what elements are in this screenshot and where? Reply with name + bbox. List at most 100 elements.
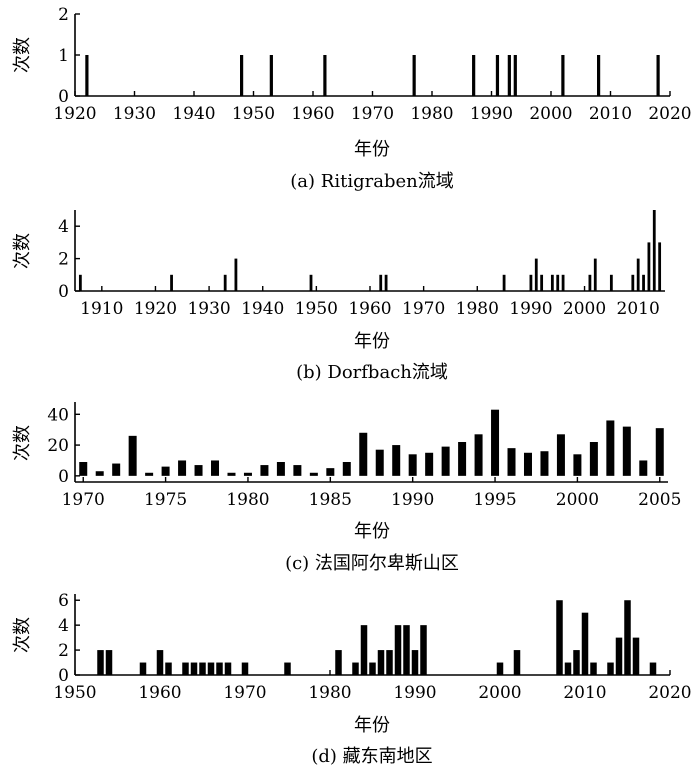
bar bbox=[649, 662, 657, 675]
bar bbox=[588, 274, 592, 291]
bar bbox=[561, 274, 565, 291]
bar bbox=[609, 274, 613, 291]
bar bbox=[139, 662, 147, 675]
x-tick-label: 1950 bbox=[295, 299, 338, 319]
bar bbox=[359, 432, 368, 476]
x-tick-label: 1970 bbox=[351, 104, 394, 124]
bar bbox=[384, 274, 388, 291]
y-tick-label: 0 bbox=[58, 282, 69, 302]
x-tick-label: 1910 bbox=[80, 299, 123, 319]
panel-caption: (d) 藏东南地区 bbox=[311, 746, 432, 767]
x-tick-label: 1960 bbox=[291, 104, 334, 124]
bar bbox=[379, 274, 383, 291]
bar bbox=[182, 662, 189, 675]
x-tick-label: 1970 bbox=[402, 299, 445, 319]
y-tick-label: 6 bbox=[58, 591, 69, 611]
bar bbox=[573, 650, 580, 675]
bar bbox=[223, 274, 227, 291]
bar bbox=[207, 662, 215, 675]
x-tick-label: 1970 bbox=[223, 683, 266, 703]
bar bbox=[496, 662, 504, 675]
bar bbox=[408, 454, 417, 476]
x-tick-label: 1980 bbox=[456, 299, 499, 319]
bar bbox=[507, 55, 511, 96]
bar bbox=[581, 612, 589, 675]
bar bbox=[161, 466, 170, 476]
panel-caption: (c) 法国阿尔卑斯山区 bbox=[285, 553, 459, 574]
x-tick-label: 1960 bbox=[138, 683, 181, 703]
bar bbox=[403, 625, 410, 675]
bar bbox=[128, 435, 137, 476]
bar bbox=[234, 258, 238, 291]
bar bbox=[540, 274, 544, 291]
x-tick-label: 1920 bbox=[134, 299, 177, 319]
bar bbox=[224, 662, 232, 675]
bar bbox=[652, 210, 656, 291]
bar bbox=[420, 625, 427, 675]
panel-d-southeast-tibet: 0 2 4 6 1950 1960 1970 1980 1990 2000 2010 2020 次数年份… bbox=[12, 591, 692, 767]
y-axis-label: 次数 bbox=[12, 425, 33, 461]
y-tick-label: 0 bbox=[58, 87, 69, 107]
bar bbox=[165, 662, 172, 675]
bar bbox=[79, 462, 88, 476]
bar bbox=[309, 274, 313, 291]
x-tick-label: 1975 bbox=[144, 490, 187, 510]
y-tick-label: 1 bbox=[58, 46, 69, 66]
panel-b-dorfbach: 0 2 4 1910 1920 1930 1940 1950 1960 1970 1980 1990 2… bbox=[12, 210, 665, 383]
bar bbox=[323, 55, 327, 96]
y-tick-label: 4 bbox=[58, 616, 69, 636]
x-tick-label: 2000 bbox=[478, 683, 521, 703]
x-tick-label: 2010 bbox=[617, 299, 660, 319]
bar bbox=[190, 662, 198, 675]
bar bbox=[589, 442, 598, 476]
x-tick-label: 1980 bbox=[410, 104, 453, 124]
bar bbox=[513, 55, 517, 96]
bar bbox=[495, 55, 500, 96]
x-tick-label: 1930 bbox=[187, 299, 230, 319]
bar bbox=[105, 650, 113, 675]
bar bbox=[636, 258, 640, 291]
panel-a-ritigraben: 0 1 2 1920 1930 1940 1950 1960 1970 1980 1990 2000 2… bbox=[12, 5, 692, 192]
bar bbox=[639, 460, 648, 476]
bar bbox=[624, 600, 631, 675]
bar bbox=[97, 650, 104, 675]
bar bbox=[529, 274, 533, 291]
bar bbox=[523, 452, 532, 476]
bar bbox=[597, 55, 601, 96]
bar bbox=[642, 274, 645, 291]
x-tick-label: 1920 bbox=[53, 104, 96, 124]
bar bbox=[507, 448, 516, 476]
bar bbox=[170, 274, 173, 291]
x-tick-label: 1990 bbox=[509, 299, 552, 319]
bar bbox=[441, 446, 450, 476]
bar bbox=[556, 434, 565, 476]
x-tick-label: 1980 bbox=[308, 683, 351, 703]
bar bbox=[392, 445, 401, 476]
y-tick-label: 4 bbox=[58, 217, 69, 237]
bar bbox=[335, 650, 342, 675]
y-axis-label: 次数 bbox=[12, 37, 33, 73]
bar bbox=[411, 650, 419, 675]
bar bbox=[375, 449, 384, 476]
x-tick-label: 1970 bbox=[62, 490, 105, 510]
bar bbox=[112, 463, 121, 476]
x-tick-label: 2020 bbox=[648, 683, 691, 703]
bar bbox=[540, 451, 549, 476]
bar bbox=[632, 637, 640, 675]
bar bbox=[593, 258, 597, 291]
bar bbox=[240, 55, 244, 96]
bar bbox=[178, 460, 187, 476]
panel-caption: (b) Dorfbach流域 bbox=[296, 362, 448, 383]
bar bbox=[199, 662, 206, 675]
x-tick-label: 1950 bbox=[53, 683, 96, 703]
bar bbox=[472, 55, 476, 96]
y-axis-label: 次数 bbox=[12, 617, 33, 653]
x-axis-label: 年份 bbox=[354, 715, 390, 736]
x-tick-label: 1990 bbox=[393, 683, 436, 703]
y-tick-label: 20 bbox=[47, 436, 69, 456]
x-tick-label: 1990 bbox=[391, 490, 434, 510]
bar bbox=[556, 274, 560, 291]
bar bbox=[606, 420, 615, 476]
bar bbox=[412, 55, 416, 96]
bar bbox=[631, 274, 635, 291]
